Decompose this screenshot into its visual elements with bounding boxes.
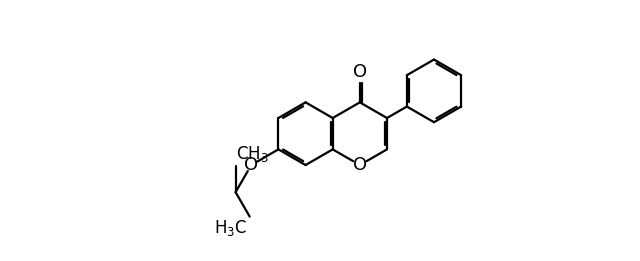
Text: O: O <box>353 63 367 81</box>
Text: O: O <box>353 156 367 174</box>
Text: CH$_3$: CH$_3$ <box>236 144 269 164</box>
Text: H$_3$C: H$_3$C <box>214 218 247 239</box>
Text: O: O <box>244 156 259 174</box>
